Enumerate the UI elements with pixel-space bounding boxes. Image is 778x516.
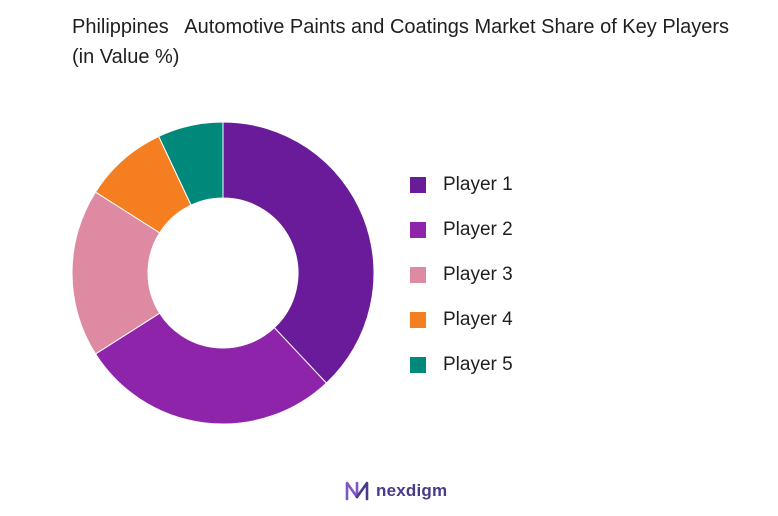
- legend-swatch-1: [410, 177, 426, 193]
- legend-swatch-4: [410, 312, 426, 328]
- chart-legend: Player 1 Player 2 Player 3 Player 4 Player 5: [410, 174, 513, 376]
- legend-item-2: Player 2: [410, 219, 513, 241]
- legend-label-3: Player 3: [443, 264, 513, 285]
- nexdigm-logo-icon: [345, 481, 369, 501]
- legend-swatch-3: [410, 267, 426, 283]
- donut-slice-5: [158, 121, 224, 206]
- donut-slice-1: [222, 121, 375, 384]
- legend-item-1: Player 1: [410, 174, 513, 196]
- brand-name: nexdigm: [376, 481, 448, 500]
- chart-title: Philippines Automotive Paints and Coatin…: [72, 16, 735, 68]
- legend-label-5: Player 5: [443, 354, 513, 375]
- legend-item-4: Player 4: [410, 309, 513, 331]
- legend-swatch-2: [410, 222, 426, 238]
- legend-label-4: Player 4: [443, 309, 513, 330]
- brand-logo: nexdigm: [344, 478, 447, 504]
- donut-slice-2: [94, 312, 328, 425]
- donut-slice-3: [71, 191, 161, 355]
- legend-item-3: Player 3: [410, 264, 513, 286]
- legend-label-2: Player 2: [443, 219, 513, 240]
- legend-swatch-5: [410, 357, 426, 373]
- legend-label-1: Player 1: [443, 174, 513, 195]
- legend-item-5: Player 5: [410, 354, 513, 376]
